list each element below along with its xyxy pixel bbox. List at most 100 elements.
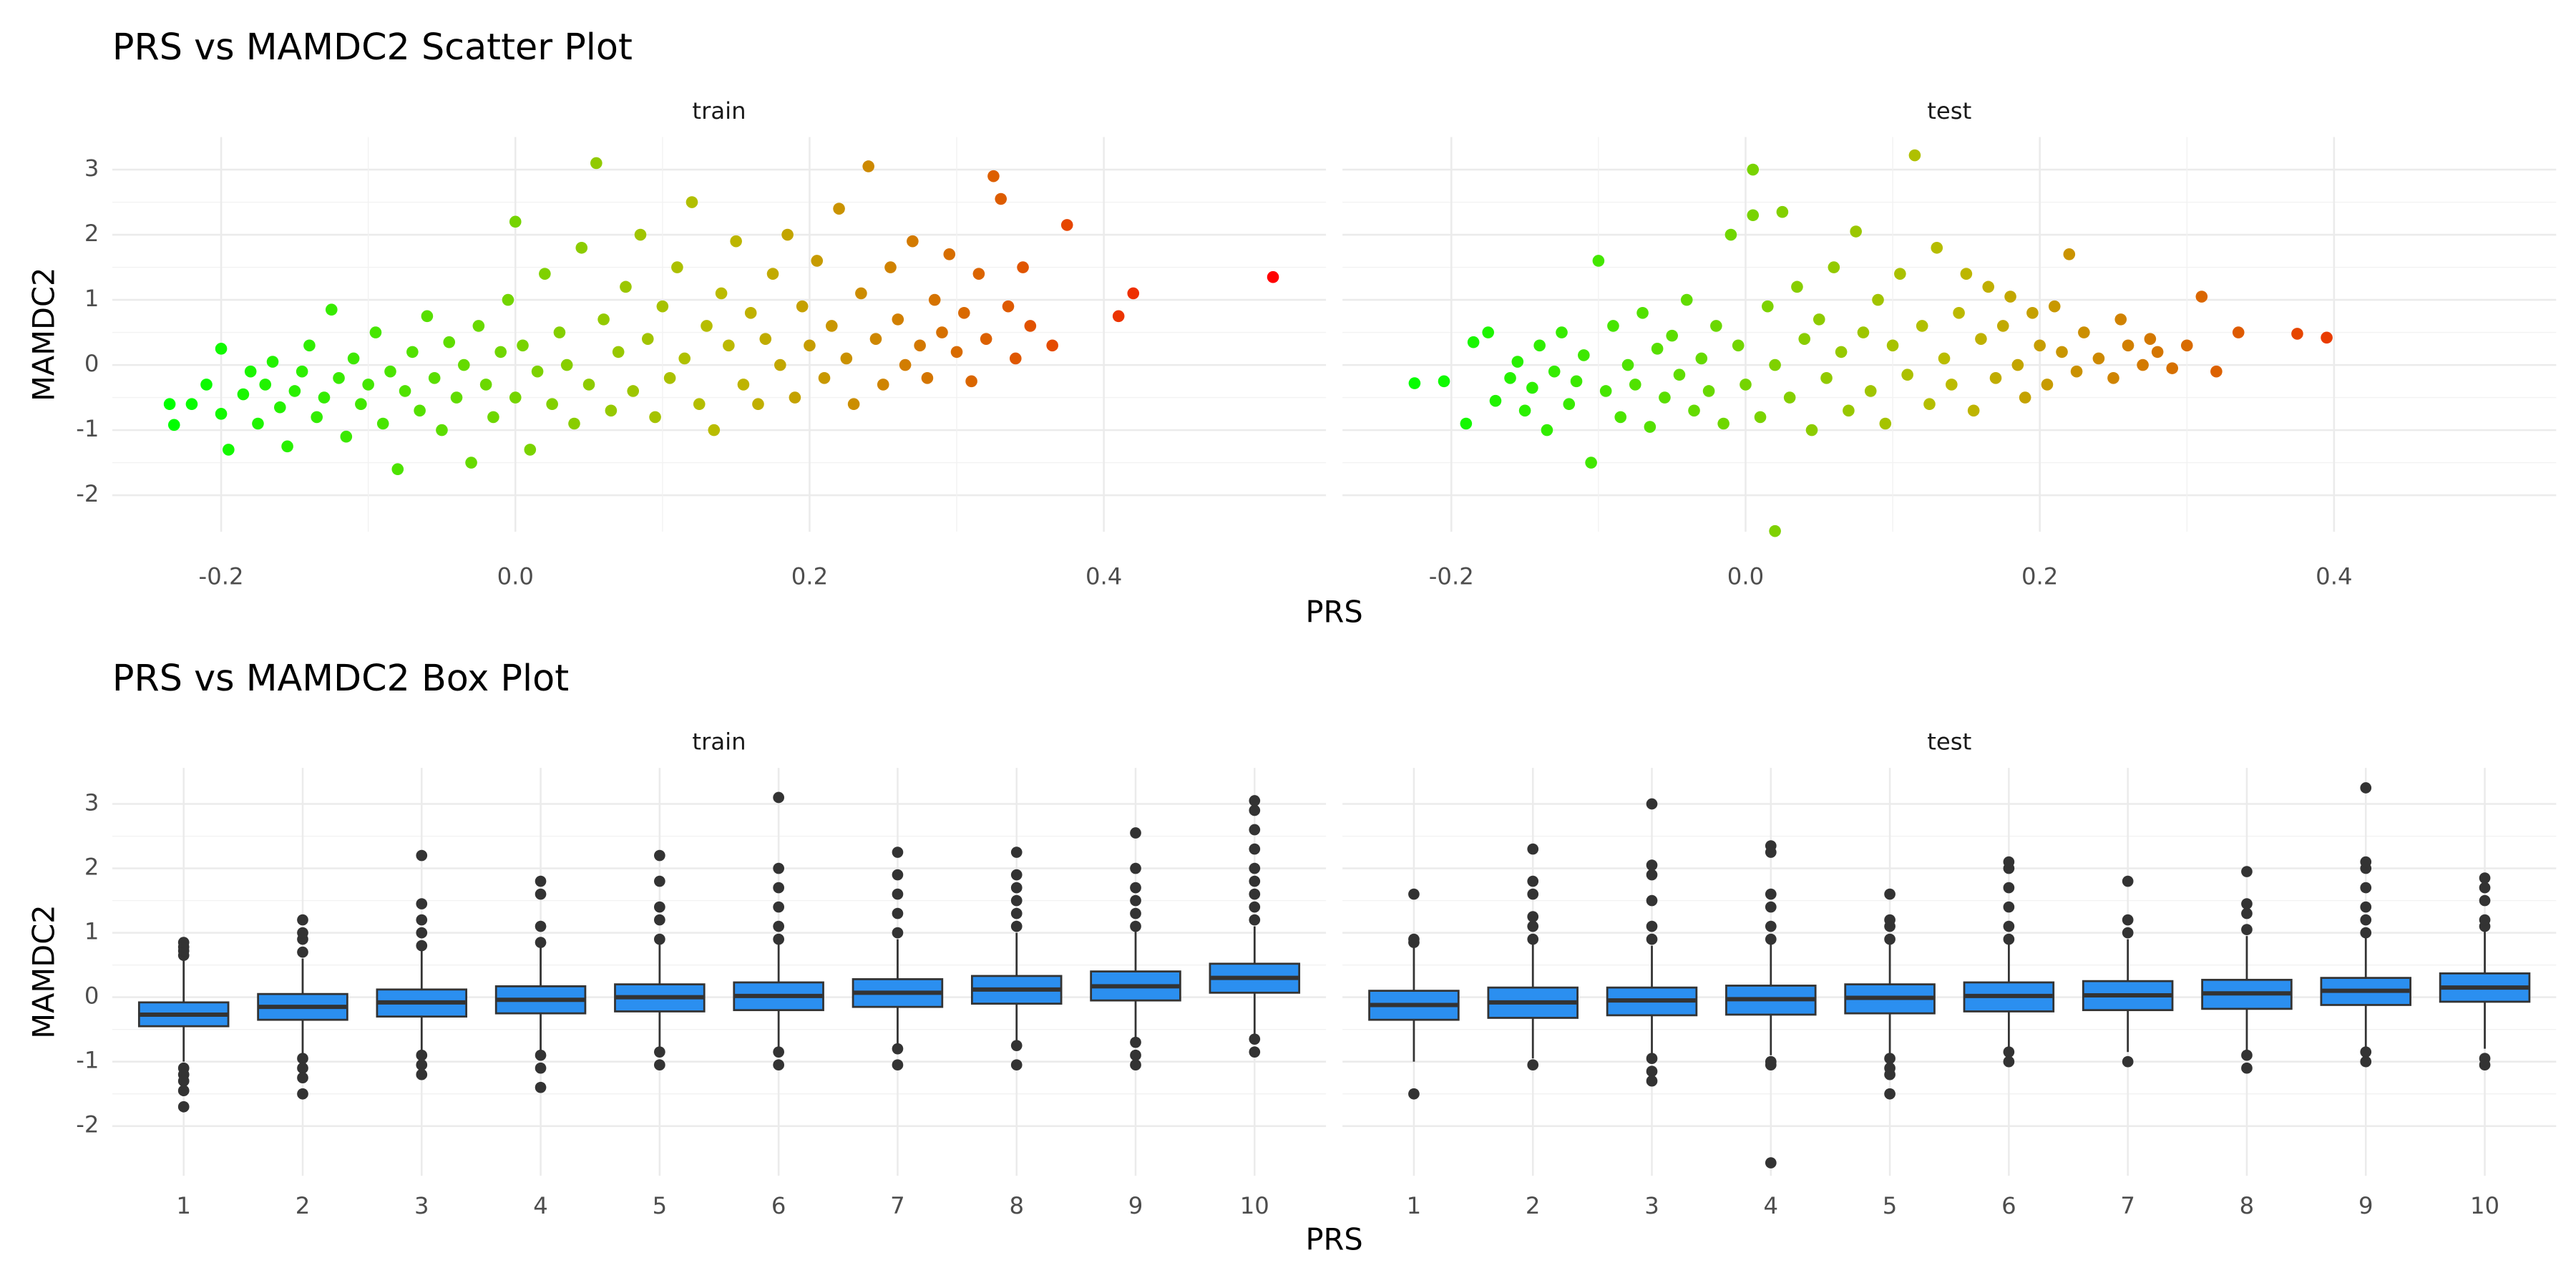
outlier bbox=[1249, 901, 1261, 913]
point bbox=[833, 203, 845, 215]
point bbox=[436, 424, 448, 436]
x-tick-label: 8 bbox=[2240, 1192, 2255, 1219]
y-tick-label: 3 bbox=[84, 789, 99, 816]
point bbox=[1482, 326, 1494, 338]
outlier bbox=[654, 1059, 665, 1071]
point bbox=[362, 379, 374, 391]
point bbox=[1060, 219, 1073, 231]
point bbox=[2137, 358, 2149, 371]
point bbox=[1556, 326, 1568, 338]
point bbox=[1894, 268, 1906, 280]
point bbox=[1695, 352, 1708, 365]
point bbox=[781, 228, 794, 241]
point bbox=[766, 268, 779, 280]
point bbox=[825, 320, 838, 332]
point bbox=[1112, 310, 1125, 323]
point bbox=[1614, 411, 1627, 424]
x-tick-label: 2 bbox=[1526, 1192, 1541, 1219]
outlier bbox=[1765, 840, 1777, 852]
point bbox=[950, 346, 963, 358]
point bbox=[701, 320, 713, 332]
point bbox=[1511, 356, 1524, 368]
point bbox=[958, 306, 970, 319]
outlier bbox=[1646, 894, 1658, 907]
point bbox=[414, 404, 426, 417]
outlier bbox=[1010, 920, 1023, 932]
point bbox=[369, 326, 382, 338]
chart-title: PRS vs MAMDC2 Box Plot bbox=[112, 657, 569, 699]
x-tick-label: 9 bbox=[2358, 1192, 2373, 1219]
point bbox=[406, 346, 419, 358]
outlier bbox=[416, 1068, 428, 1080]
point bbox=[752, 398, 764, 410]
point bbox=[965, 375, 977, 388]
point bbox=[325, 303, 338, 316]
outlier bbox=[892, 1059, 904, 1071]
point bbox=[391, 463, 404, 476]
point bbox=[340, 430, 353, 443]
point bbox=[737, 379, 750, 391]
point bbox=[2026, 306, 2039, 319]
outlier bbox=[416, 849, 428, 862]
facet-label: test bbox=[1927, 97, 1971, 125]
point bbox=[288, 385, 301, 397]
point bbox=[1651, 343, 1664, 355]
point bbox=[2034, 339, 2046, 352]
x-tick-label: 4 bbox=[533, 1192, 548, 1219]
outlier bbox=[2003, 1055, 2015, 1068]
point bbox=[708, 424, 721, 436]
point bbox=[1717, 417, 1729, 430]
point bbox=[1762, 300, 1774, 313]
outlier bbox=[892, 888, 904, 900]
outlier bbox=[2122, 927, 2134, 939]
point bbox=[620, 280, 632, 293]
point bbox=[582, 379, 595, 391]
point bbox=[2070, 365, 2083, 378]
point bbox=[1946, 379, 1958, 391]
point bbox=[1798, 333, 1811, 345]
outlier bbox=[1646, 859, 1658, 871]
x-tick-label: 3 bbox=[414, 1192, 429, 1219]
outlier bbox=[416, 927, 428, 939]
outlier bbox=[2360, 782, 2372, 794]
point bbox=[1805, 424, 1818, 436]
outlier bbox=[1249, 888, 1261, 900]
point bbox=[421, 310, 434, 323]
outlier bbox=[1249, 795, 1261, 806]
point bbox=[1127, 287, 1140, 300]
outlier bbox=[1130, 827, 1141, 839]
x-axis-title: PRS bbox=[1305, 594, 1362, 629]
point bbox=[1024, 320, 1037, 332]
outlier bbox=[654, 914, 665, 926]
facet-label: test bbox=[1927, 728, 1971, 755]
point bbox=[995, 192, 1008, 205]
point bbox=[1636, 306, 1649, 319]
outlier bbox=[177, 1075, 190, 1087]
outlier bbox=[1130, 1036, 1141, 1048]
point bbox=[759, 333, 772, 345]
point bbox=[479, 379, 492, 391]
outlier bbox=[1408, 1088, 1420, 1100]
x-tick-label: 5 bbox=[1883, 1192, 1898, 1219]
outlier bbox=[2360, 914, 2372, 926]
point bbox=[355, 398, 367, 410]
outlier bbox=[535, 920, 547, 932]
point bbox=[2166, 362, 2179, 374]
x-tick-label: 3 bbox=[1644, 1192, 1659, 1219]
point bbox=[509, 215, 522, 228]
point bbox=[531, 365, 544, 378]
point bbox=[649, 411, 661, 424]
point bbox=[1850, 225, 1862, 238]
point bbox=[1879, 417, 1892, 430]
point bbox=[2019, 391, 2031, 404]
outlier bbox=[416, 1049, 428, 1061]
outlier bbox=[892, 907, 904, 919]
point bbox=[1002, 300, 1015, 313]
outlier bbox=[2122, 914, 2134, 926]
y-tick-label: 3 bbox=[84, 155, 99, 182]
point bbox=[1659, 391, 1671, 404]
point bbox=[428, 371, 441, 384]
point bbox=[517, 339, 529, 352]
point bbox=[936, 326, 948, 338]
outlier bbox=[177, 937, 190, 948]
